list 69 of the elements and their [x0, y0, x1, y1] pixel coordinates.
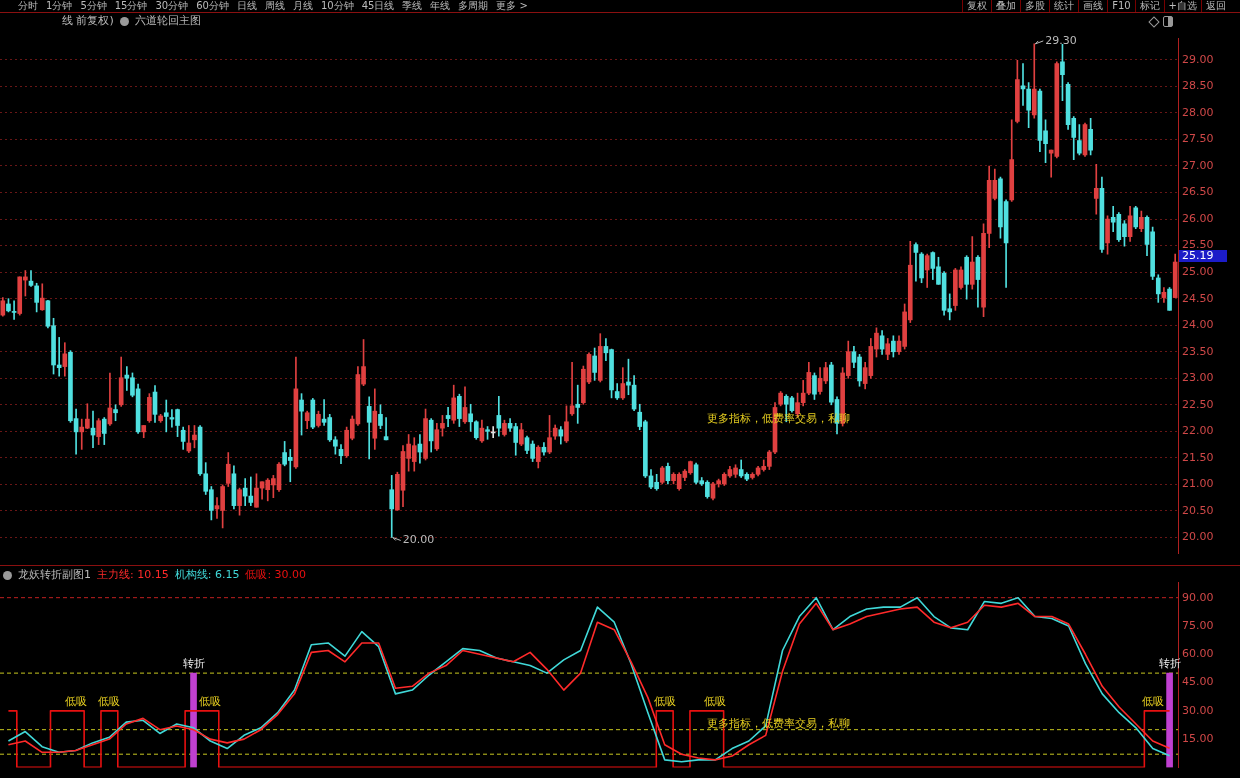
y-tick-label: 28.50 — [1182, 79, 1214, 93]
y-tick-label: 23.50 — [1182, 344, 1214, 358]
candlestick — [575, 384, 581, 424]
text: 周线 — [263, 0, 286, 12]
text: 30分钟 — [154, 0, 190, 12]
text: 主力线: 10.15 — [97, 568, 169, 582]
text: 年线 — [429, 0, 452, 12]
chart-title: 六道轮回主图 — [134, 14, 201, 28]
text: 45日线 — [360, 0, 396, 12]
y-tick-label: 20.00 — [1182, 530, 1214, 544]
y-tick-label: 23.00 — [1182, 371, 1214, 385]
text: +自选 — [1163, 0, 1201, 12]
y-tick-label: 25.00 — [1182, 264, 1214, 278]
data-label: 低吸 — [653, 695, 676, 709]
y-tick-label: 21.50 — [1182, 450, 1214, 464]
annotation: 29.30 — [1045, 33, 1077, 47]
text: 统计 — [1049, 0, 1079, 12]
text: 低吸: 30.00 — [245, 568, 307, 582]
data-label: 低吸 — [64, 695, 87, 709]
y-tick-label: 45.00 — [1182, 675, 1214, 689]
y-tick-label: 27.00 — [1182, 158, 1214, 172]
y-tick-label: 22.00 — [1182, 424, 1214, 438]
data-label: 低吸 — [704, 695, 727, 709]
y-tick-label: 30.00 — [1182, 703, 1214, 717]
y-tick-label: 26.00 — [1182, 211, 1214, 225]
candlestick — [56, 337, 62, 377]
text: 多股 — [1020, 0, 1050, 12]
y-tick-label: 28.00 — [1182, 105, 1214, 119]
text: 机构线: 6.15 — [174, 568, 240, 582]
data-label: 低吸 — [1141, 695, 1164, 709]
chart-subtitle: 线 前复权) — [62, 14, 114, 28]
text: 1分钟 — [45, 0, 74, 12]
text: 季线 — [401, 0, 424, 12]
y-tick-label: 27.50 — [1182, 132, 1214, 146]
candlestick — [1093, 164, 1099, 215]
y-tick-label: 22.50 — [1182, 397, 1214, 411]
text: 10分钟 — [319, 0, 355, 12]
y-tick-label: 20.50 — [1182, 503, 1214, 517]
text: 60分钟 — [195, 0, 230, 12]
candlestick — [163, 399, 169, 433]
y-tick-label: 21.00 — [1182, 477, 1214, 491]
text: 日线 — [235, 0, 258, 12]
y-tick-label: 15.00 — [1182, 731, 1214, 745]
y-tick-label: 26.50 — [1182, 185, 1214, 199]
text: 复权 — [962, 0, 992, 12]
data-label: 低吸 — [98, 695, 121, 709]
text: F10 — [1107, 0, 1135, 12]
text: 5分钟 — [79, 0, 108, 12]
chart-title: 龙妖转折副图1 — [18, 568, 91, 582]
text: 分时 — [17, 0, 39, 12]
y-tick-label: 24.50 — [1182, 291, 1214, 305]
text: 多周期 — [457, 0, 490, 12]
annotation: 20.00 — [402, 533, 435, 547]
candlestick — [248, 476, 254, 506]
y-tick-label: 90.00 — [1182, 590, 1214, 604]
data-label: 低吸 — [199, 695, 222, 709]
y-tick-label: 60.00 — [1182, 647, 1214, 661]
data-label: 转折 — [182, 657, 205, 671]
y-tick-label: 24.00 — [1182, 318, 1214, 332]
text: 返回 — [1201, 0, 1230, 12]
y-tick-label: 29.00 — [1182, 52, 1214, 66]
text: 画线 — [1078, 0, 1108, 12]
text: 月线 — [291, 0, 314, 12]
y-tick-label: 75.00 — [1182, 618, 1214, 632]
text: 叠加 — [991, 0, 1021, 12]
candlestick — [11, 300, 17, 320]
text: 更多 > — [495, 0, 529, 12]
text: 15分钟 — [113, 0, 149, 12]
text: 标记 — [1134, 0, 1164, 12]
